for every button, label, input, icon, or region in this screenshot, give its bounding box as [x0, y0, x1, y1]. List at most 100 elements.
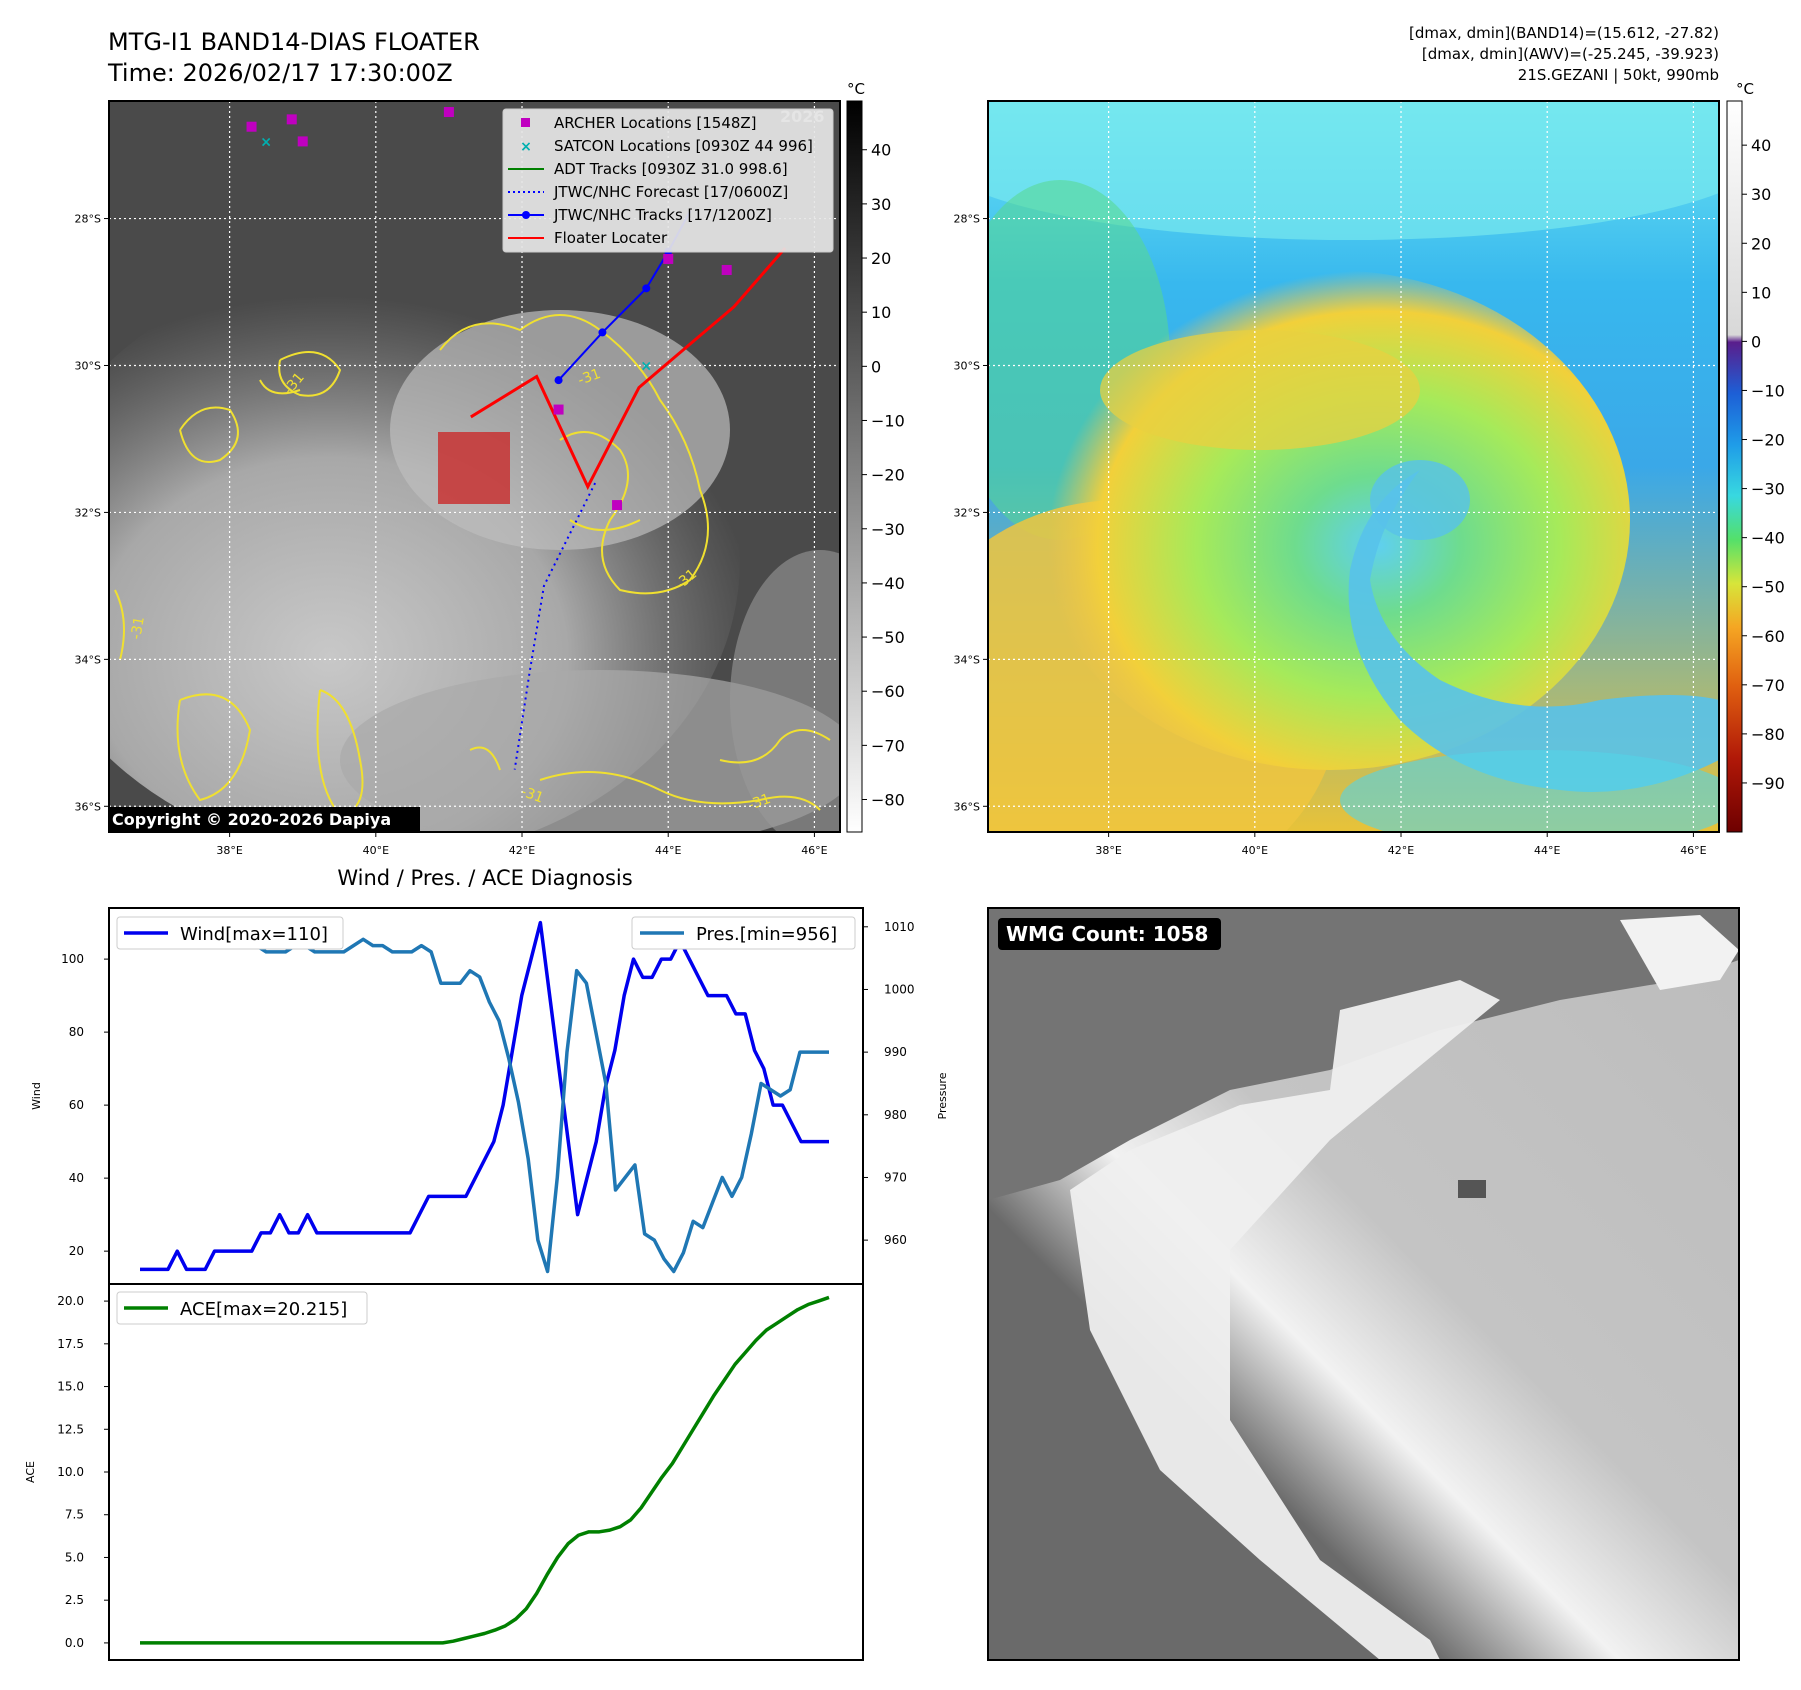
ir-red-box	[438, 432, 510, 504]
wind-tick-label: 40	[69, 1171, 84, 1185]
archer-location	[612, 500, 623, 511]
colorbar-tick-label: −90	[1751, 774, 1785, 793]
colorbar-tick-label: 10	[1751, 283, 1771, 302]
ir-contours	[114, 314, 831, 817]
wind-pressure-chart: Wind Pressure 20 40 60 80 100 960 970 980 990 10…	[30, 907, 949, 1285]
ir-colorbar-unit: °C	[847, 80, 865, 98]
colorbar-tick-label: 10	[871, 303, 891, 322]
ir-contour-label: -31	[519, 784, 546, 807]
ir-lat-label: 36°S	[75, 800, 101, 813]
ace-tick-label: 15.0	[57, 1380, 84, 1394]
colorbar-tick-label: −60	[871, 682, 905, 701]
ir-copyright-bg	[108, 807, 420, 831]
ir-legend-item: × SATCON Locations [0930Z 44 996]	[520, 137, 813, 155]
colorbar-tick-label: 30	[1751, 185, 1771, 204]
colorbar-tick-label: −20	[871, 466, 905, 485]
pressure-tick-label: 980	[884, 1108, 907, 1122]
colorbar-tick-label: −70	[871, 736, 905, 755]
ace-tick-label: 12.5	[57, 1422, 84, 1436]
archer-location	[553, 404, 564, 415]
wv-colorbar-unit: °C	[1736, 80, 1754, 98]
jtwc-track-point	[642, 284, 651, 293]
colorbar-tick-label: −80	[871, 791, 905, 810]
ir-contour-label: -31	[746, 791, 773, 814]
ace-chart: ACE 0.0 2.5 5.0 7.5 10.0 12.5 15.0 17.5 20.0 ACE…	[24, 1283, 864, 1661]
wind-series-line	[140, 920, 829, 1272]
wind-tick-label: 80	[69, 1025, 84, 1039]
colorbar-tick-label: 40	[871, 141, 891, 160]
ir-contour-label: -31	[128, 615, 148, 640]
pressure-tick-label: 990	[884, 1045, 907, 1059]
wmg-count: WMG Count: 1058	[1006, 922, 1208, 946]
colorbar-tick-label: 0	[871, 357, 881, 376]
ace-tick-label: 0.0	[65, 1636, 84, 1650]
wv-panel-frame	[987, 100, 1720, 833]
ir-legend-box	[502, 108, 834, 253]
wv-lon-label: 38°E	[1095, 844, 1121, 857]
ir-legend-item: JTWC/NHC Tracks [17/1200Z]	[508, 206, 772, 224]
wind-chart-frame	[108, 907, 864, 1285]
dminmax-awv: [dmax, dmin](AWV)=(-25.245, -39.923)	[1422, 45, 1719, 63]
legend-square-marker	[521, 118, 530, 127]
colorbar-tick-label: −30	[1751, 480, 1785, 499]
ir-cloud-south	[340, 670, 840, 832]
wmg-dark-block	[1458, 1180, 1486, 1198]
ir-legend-item: JTWC/NHC Forecast [17/0600Z]	[508, 183, 788, 201]
ir-colorbar-ticks: 40 30 20 10 0 −10 −20 −30 −40 −50 −60 −70 −80	[862, 141, 905, 810]
wv-swirl-yellow	[1100, 330, 1420, 450]
ir-legend-label: Floater Locater	[554, 229, 668, 247]
colorbar-tick-label: −50	[1751, 578, 1785, 597]
wind-tick-label: 100	[61, 952, 84, 966]
ir-copyright-text: Copyright © 2020-2026 Dapiya	[112, 810, 391, 829]
ir-legend-label: JTWC/NHC Tracks [17/1200Z]	[553, 206, 772, 224]
ace-series-line	[140, 1295, 830, 1645]
figure-title: MTG-I1 BAND14-DIAS FLOATER	[108, 28, 480, 56]
colorbar-tick-label: −10	[1751, 381, 1785, 400]
ir-lon-label: 40°E	[363, 844, 389, 857]
ir-lat-label: 34°S	[75, 653, 101, 666]
colorbar-tick-label: −60	[1751, 627, 1785, 646]
wv-colorbar-ramp	[1726, 100, 1743, 833]
ace-tick-label: 17.5	[57, 1337, 84, 1351]
floater-locater-track	[470, 246, 787, 491]
wv-lon-label: 42°E	[1388, 844, 1414, 857]
wv-lon-label: 40°E	[1242, 844, 1268, 857]
wmg-white-northeast	[1620, 915, 1739, 990]
wv-colorbar-ticks: 40 30 20 10 0 −10 −20 −30 −40 −50 −60 −70 −80 −90	[1742, 136, 1785, 793]
ir-colorbar: °C 40 30 20 10 0 −10 −20 −30 −40 −50 −60 −70 −80	[846, 80, 905, 833]
pressure-ylabel: Pressure	[936, 1072, 949, 1119]
ir-legend-items: ARCHER Locations [1548Z] × SATCON Location…	[508, 114, 813, 247]
colorbar-tick-label: 30	[871, 195, 891, 214]
ace-tick-label: 20.0	[57, 1294, 84, 1308]
ace-legend-box	[116, 1291, 368, 1325]
ir-legend-item: ADT Tracks [0930Z 31.0 998.6]	[508, 160, 788, 178]
ir-legend-label: SATCON Locations [0930Z 44 996]	[554, 137, 813, 155]
wv-lon-label: 44°E	[1534, 844, 1560, 857]
ir-lat-label: 30°S	[75, 359, 101, 372]
wind-legend-label: Wind[max=110]	[180, 924, 328, 945]
wv-lat-label: 32°S	[954, 506, 980, 519]
legend-dot	[522, 211, 530, 219]
ir-colorbar-ramp	[846, 100, 863, 833]
wv-lon-label: 46°E	[1680, 844, 1706, 857]
ir-legend-label: ARCHER Locations [1548Z]	[554, 114, 757, 132]
archer-location	[663, 253, 674, 264]
pressure-tick-label: 1010	[884, 920, 915, 934]
ace-legend-label: ACE[max=20.215]	[180, 1299, 347, 1320]
satcon-location: ×	[260, 134, 272, 150]
wind-axis-ticks: 20 40 60 80 100	[61, 952, 109, 1258]
ace-tick-label: 5.0	[65, 1550, 84, 1564]
wmg-panel: WMG Count: 1058	[987, 907, 1740, 1661]
jtwc-track-point	[598, 328, 607, 337]
colorbar-tick-label: −50	[871, 628, 905, 647]
wind-tick-label: 20	[69, 1244, 84, 1258]
colorbar-tick-label: 40	[1751, 136, 1771, 155]
ir-cloud-east	[730, 550, 840, 832]
wv-panel	[988, 101, 1719, 832]
colorbar-tick-label: −70	[1751, 676, 1785, 695]
archer-location	[246, 121, 257, 132]
archer-location	[286, 114, 297, 125]
ir-legend-item: Floater Locater	[508, 229, 668, 247]
colorbar-tick-label: −40	[1751, 529, 1785, 548]
